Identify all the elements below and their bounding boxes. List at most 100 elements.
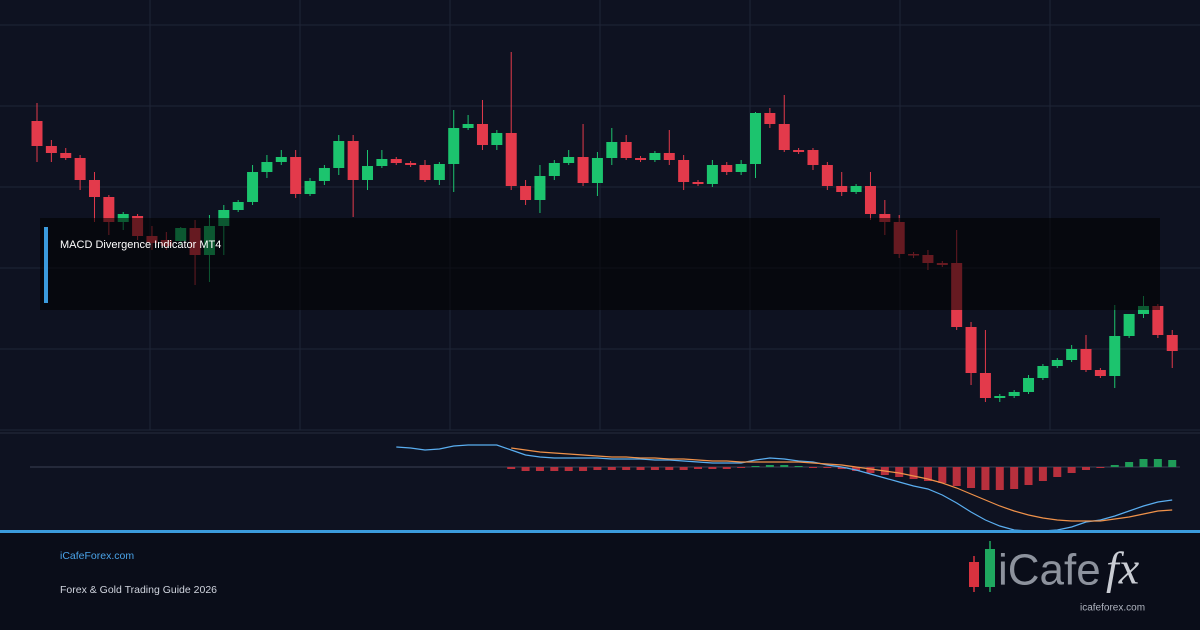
candle-body: [60, 153, 72, 158]
candle-body: [304, 181, 316, 194]
candle-body: [807, 150, 819, 165]
histogram-bar: [679, 467, 688, 470]
histogram-bar: [1153, 459, 1162, 467]
histogram-bar: [607, 467, 616, 470]
candle-body: [721, 165, 733, 172]
histogram-bar: [579, 467, 588, 471]
histogram-bar: [564, 467, 573, 471]
candle-body: [74, 158, 86, 180]
histogram-bar: [808, 467, 817, 468]
candle-body: [534, 176, 546, 200]
candle-body: [793, 150, 805, 152]
candle-body: [821, 165, 833, 186]
histogram-bar: [1139, 459, 1148, 467]
histogram-bar: [1067, 467, 1076, 473]
candle-body: [520, 186, 532, 200]
logo-text-accent: fx: [1106, 543, 1140, 594]
histogram-bar: [722, 467, 731, 469]
candle-body: [577, 157, 589, 183]
candle-body: [1166, 335, 1178, 351]
histogram-bar: [665, 467, 674, 470]
histogram-bar: [1010, 467, 1019, 489]
histogram-bar: [694, 467, 703, 469]
histogram-bar: [1168, 460, 1177, 467]
candle-body: [232, 202, 244, 210]
candle-body: [663, 153, 675, 160]
candle-body: [290, 157, 302, 194]
histogram-bar: [866, 467, 875, 473]
histogram-bar: [1110, 465, 1119, 467]
candle-body: [390, 159, 402, 163]
candle-body: [994, 396, 1006, 398]
macd-line: [396, 444, 1173, 531]
histogram-bar: [535, 467, 544, 471]
candle-body: [864, 186, 876, 214]
candle-body: [706, 165, 718, 184]
histogram-bar: [837, 467, 846, 469]
histogram-bar: [650, 467, 659, 470]
candle-body: [1080, 349, 1092, 370]
candle-body: [1051, 360, 1063, 366]
candle-body: [965, 327, 977, 373]
candle-body: [247, 172, 259, 202]
candle-body: [45, 146, 57, 153]
candle-body: [606, 142, 618, 158]
candle-body: [1037, 366, 1049, 378]
candle-body: [433, 164, 445, 180]
footer: [0, 533, 1200, 630]
candle-body: [635, 158, 647, 160]
candle-body: [376, 159, 388, 166]
candle-body: [419, 165, 431, 180]
footer-tagline: Forex & Gold Trading Guide 2026: [60, 584, 217, 596]
histogram-bar: [981, 467, 990, 490]
logo-icon-candle: [985, 549, 995, 587]
histogram-bar: [593, 467, 602, 470]
footer-rule: [0, 530, 1200, 533]
histogram-bar: [708, 467, 717, 469]
overlay-title: MACD Divergence Indicator MT4: [60, 239, 221, 251]
histogram-bar: [1038, 467, 1047, 481]
histogram-bar: [1024, 467, 1033, 485]
macd-line: [511, 447, 1173, 522]
histogram-bar: [967, 467, 976, 488]
histogram-bar: [952, 467, 961, 486]
candle-body: [261, 162, 273, 172]
candle-body: [103, 197, 115, 222]
logo-url: icafeforex.com: [1080, 603, 1145, 614]
candle-body: [318, 168, 330, 181]
histogram-bar: [995, 467, 1004, 490]
overlay-accent: [44, 227, 48, 303]
macd-panel: [30, 444, 1180, 531]
histogram-bar: [1053, 467, 1062, 477]
logo-icon-candle: [969, 562, 979, 587]
candle-body: [850, 186, 862, 192]
histogram-bar: [765, 465, 774, 467]
histogram-bar: [622, 467, 631, 470]
candle-body: [362, 166, 374, 180]
histogram-bar: [751, 466, 760, 467]
overlay-box: MACD Divergence Indicator MT4: [40, 218, 1160, 310]
candle-body: [333, 141, 345, 168]
histogram-bar: [1125, 462, 1134, 467]
candle-body: [505, 133, 517, 186]
candle-body: [1152, 306, 1164, 335]
price-panel: [0, 0, 1200, 431]
candle-body: [1023, 378, 1035, 392]
candle-body: [750, 113, 761, 164]
histogram-bar: [1096, 467, 1105, 468]
candle-body: [88, 180, 100, 197]
candle-body: [1123, 314, 1135, 336]
candle-body: [347, 141, 359, 180]
logo-text: iCafe: [998, 546, 1101, 595]
candle-body: [836, 186, 848, 192]
histogram-bar: [737, 467, 746, 468]
candle-body: [979, 373, 991, 398]
candle-body: [405, 163, 417, 165]
histogram-bar: [794, 466, 803, 467]
histogram-bar: [852, 467, 861, 471]
candle-body: [591, 158, 603, 183]
histogram-bar: [550, 467, 559, 471]
candle-body: [649, 153, 661, 160]
histogram-bar: [507, 467, 516, 469]
